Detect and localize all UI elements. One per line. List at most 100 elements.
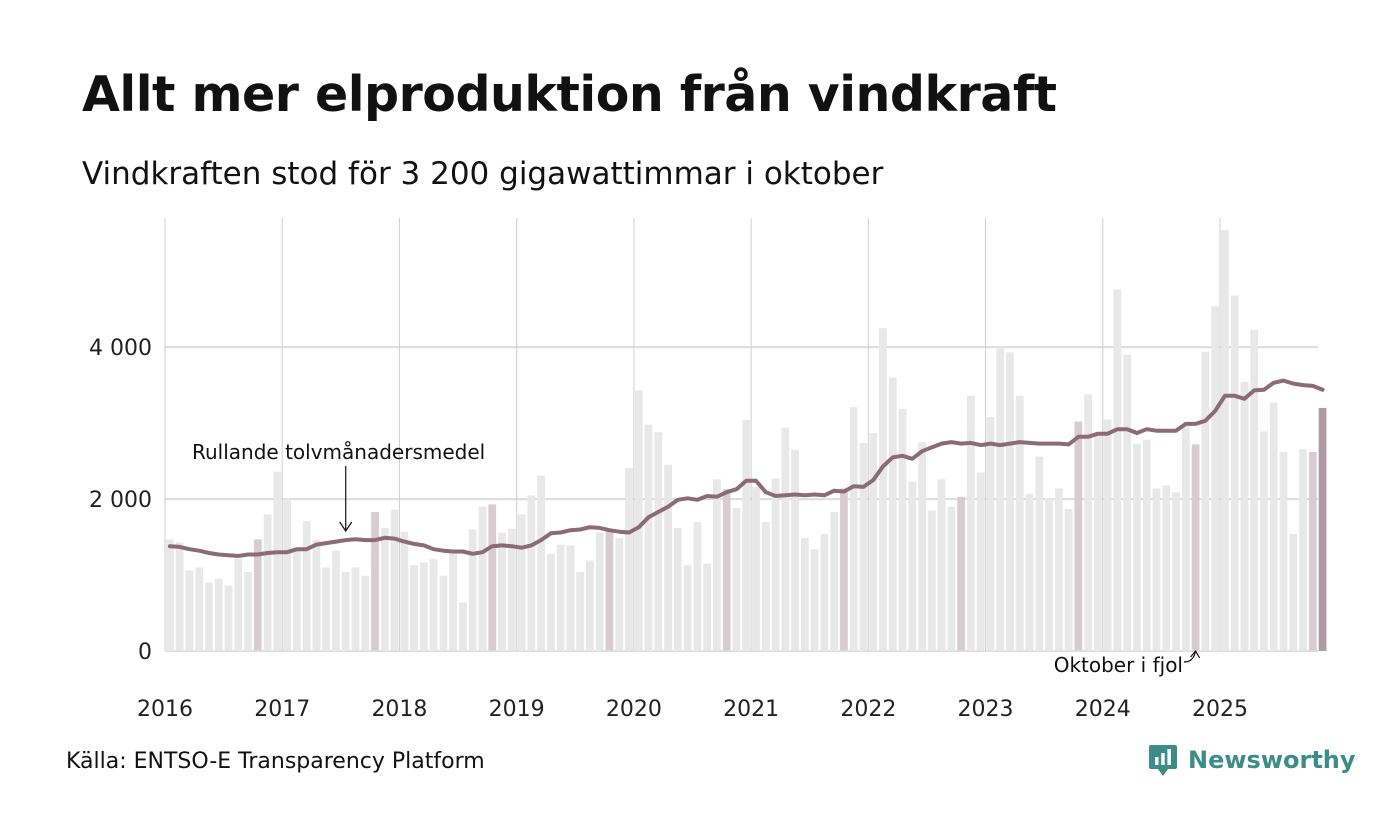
bar-month (292, 549, 301, 651)
bar-month (791, 449, 799, 651)
bar-month (205, 582, 213, 651)
bar-month (849, 407, 858, 651)
bar-month (302, 521, 311, 651)
bar-month (234, 559, 243, 651)
bar-month (654, 432, 663, 651)
bar-month (322, 567, 331, 651)
bar-month (644, 424, 653, 651)
bar-month (810, 549, 819, 651)
bar-month (1250, 329, 1259, 651)
line-layer (167, 378, 1325, 558)
bar-month (1054, 488, 1063, 651)
y-tick-label: 0 (138, 640, 152, 665)
source-note: Källa: ENTSO-E Transparency Platform (66, 749, 485, 774)
bar-month (361, 575, 370, 651)
bar-month (586, 560, 594, 651)
bar-month (800, 537, 809, 651)
bar-october (1191, 444, 1200, 651)
bar-month (214, 578, 223, 651)
x-tick-label: 2021 (723, 697, 779, 722)
bar-month (742, 420, 751, 651)
bar-month (879, 328, 887, 651)
bar-october (253, 539, 262, 651)
bar-month (273, 471, 282, 651)
bar-month (1045, 498, 1053, 651)
x-tick-label: 2016 (137, 697, 193, 722)
bar-october (605, 530, 614, 651)
annotation-layer: Rullande tolvmånadersmedel Oktober i fjol (192, 440, 1201, 677)
bar-month (595, 532, 604, 651)
bar-month (478, 506, 487, 651)
bar-month (1279, 451, 1288, 651)
bar-month (1084, 394, 1093, 651)
bar-month (752, 486, 760, 651)
bar-month (166, 539, 174, 651)
x-tick-label: 2017 (254, 697, 310, 722)
bar-month (1142, 439, 1151, 651)
bar-month (1015, 395, 1024, 651)
bar-month (380, 527, 389, 651)
bar-month (761, 521, 770, 651)
bar-october (722, 489, 731, 651)
bar-month (185, 570, 194, 651)
bar-month (898, 408, 907, 651)
bar-month (703, 563, 712, 651)
bar-october (1074, 421, 1083, 651)
bar-month (1201, 351, 1210, 651)
axis-layer: 0 2 000 4 000 2016 2017 2018 2019 2020 2021 2022 2… (89, 336, 1318, 722)
bar-october (371, 511, 379, 651)
bar-month (625, 467, 633, 651)
bar-month (927, 510, 936, 651)
bar-october (1308, 451, 1317, 651)
bar-month (1152, 488, 1161, 651)
newsworthy-icon (1149, 745, 1177, 776)
bar-month (976, 472, 985, 651)
rolling-mean-line (167, 378, 1325, 558)
x-tick-label: 2024 (1075, 697, 1131, 722)
y-tick-label: 2 000 (89, 488, 152, 513)
bar-month (1133, 443, 1141, 651)
bar-month (771, 478, 780, 651)
bar-month (967, 395, 975, 651)
bars-layer (166, 230, 1327, 651)
bar-month (429, 559, 438, 651)
bar-month (1113, 289, 1122, 651)
x-tick-label: 2025 (1192, 697, 1248, 722)
bar-month (615, 537, 624, 651)
bar-month (341, 571, 350, 651)
x-tick-label: 2022 (840, 697, 896, 722)
bar-month (732, 508, 741, 651)
bar-month (713, 479, 721, 651)
bar-month (546, 553, 555, 651)
bar-month (683, 565, 692, 651)
bar-month (1181, 426, 1190, 651)
bar-month (556, 544, 565, 651)
bar-month (537, 475, 545, 651)
bar-month (1094, 433, 1102, 651)
bar-october (840, 488, 848, 651)
bar-month (888, 377, 897, 651)
bar-month (517, 514, 526, 651)
x-tick-label: 2020 (606, 697, 662, 722)
bar-month (263, 514, 272, 651)
bar-month (1221, 230, 1229, 651)
bar-month (1211, 306, 1219, 651)
annotation-last-october: Oktober i fjol (1054, 653, 1183, 677)
bar-month (410, 565, 418, 651)
bar-month (918, 442, 926, 651)
bar-month (781, 427, 790, 651)
bar-month (1123, 354, 1132, 651)
bar-month (908, 481, 917, 651)
bar-month (419, 562, 428, 651)
bar-month (195, 567, 204, 651)
bar-month (693, 521, 702, 651)
bar-month (507, 528, 516, 651)
bar-month (996, 347, 1005, 651)
bar-month (244, 571, 252, 651)
bar-month (390, 509, 399, 651)
bar-month (1035, 456, 1044, 651)
bar-month (1172, 492, 1180, 651)
y-tick-label: 4 000 (89, 336, 152, 361)
annotation-arrowhead (339, 521, 353, 533)
